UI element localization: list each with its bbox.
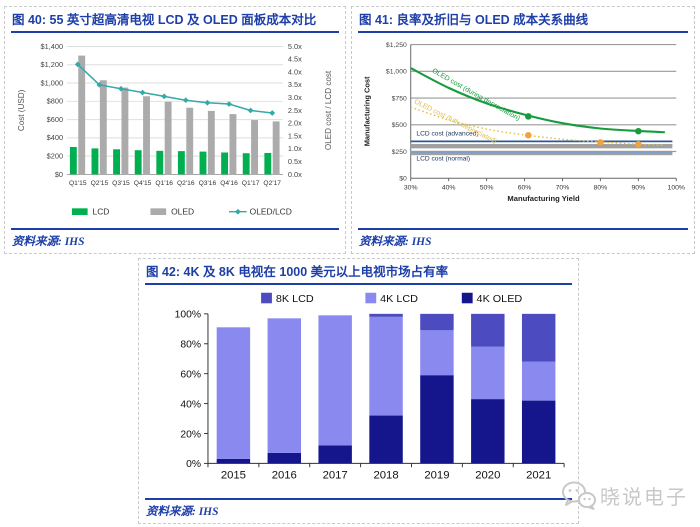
svg-text:Q4'15: Q4'15: [134, 180, 152, 187]
svg-text:60%: 60%: [518, 185, 532, 192]
svg-text:2.0x: 2.0x: [288, 119, 302, 128]
svg-text:50%: 50%: [480, 185, 494, 192]
svg-text:Q2'17: Q2'17: [263, 180, 281, 187]
svg-text:OLED/LCD: OLED/LCD: [250, 207, 292, 217]
svg-text:LCD cost (advanced): LCD cost (advanced): [416, 131, 478, 138]
svg-text:3.5x: 3.5x: [288, 80, 302, 89]
figure-42-title: 图 42: 4K 及 8K 电视在 1000 美元以上电视市场占有率: [145, 259, 572, 285]
tv-market-share-stacked-chart: 8K LCD 4K LCD 4K OLED 0% 20% 40% 60% 80% 100% 201…: [175, 292, 565, 482]
svg-text:$250: $250: [392, 149, 407, 156]
figure-42-source: 资料来源: IHS: [145, 498, 572, 523]
svg-text:4.0x: 4.0x: [288, 68, 302, 77]
svg-text:Q1'17: Q1'17: [242, 180, 260, 187]
figure-41-source: 资料来源: IHS: [358, 228, 688, 253]
svg-text:2019: 2019: [424, 470, 449, 482]
svg-text:$600: $600: [47, 115, 63, 124]
watermark: 晓说电子: [560, 479, 688, 511]
figure-42: 图 42: 4K 及 8K 电视在 1000 美元以上电视市场占有率 8K LC…: [138, 258, 579, 524]
svg-text:5.0x: 5.0x: [288, 42, 302, 51]
svg-text:100%: 100%: [668, 185, 685, 192]
svg-text:2.5x: 2.5x: [288, 106, 302, 115]
svg-text:OLED cost / LCD cost: OLED cost / LCD cost: [324, 70, 333, 150]
svg-text:$0: $0: [55, 170, 63, 179]
svg-text:Manufacturing Cost: Manufacturing Cost: [363, 76, 372, 146]
svg-text:0%: 0%: [186, 459, 201, 470]
svg-text:40%: 40%: [180, 400, 201, 411]
svg-text:2018: 2018: [373, 470, 398, 482]
lcd-oled-panel-cost-chart: $0 $200 $400 $600 $800 $1,000 $1,200 $1,400 0.0x…: [17, 42, 334, 217]
svg-text:$200: $200: [47, 152, 63, 161]
svg-text:0.0x: 0.0x: [288, 170, 302, 179]
svg-text:$1,200: $1,200: [41, 60, 63, 69]
svg-text:$800: $800: [47, 97, 63, 106]
svg-text:30%: 30%: [404, 185, 418, 192]
svg-text:Q3'15: Q3'15: [112, 180, 130, 187]
svg-text:4.5x: 4.5x: [288, 55, 302, 64]
figure-41-title: 图 41: 良率及折旧与 OLED 成本关系曲线: [358, 7, 688, 33]
svg-text:$750: $750: [392, 95, 407, 102]
svg-text:2021: 2021: [526, 470, 551, 482]
figure-41: 图 41: 良率及折旧与 OLED 成本关系曲线 $0 $250 $500 $750 $…: [351, 6, 695, 254]
svg-text:90%: 90%: [632, 185, 646, 192]
svg-text:2020: 2020: [475, 470, 500, 482]
svg-text:4K OLED: 4K OLED: [477, 293, 523, 305]
svg-text:20%: 20%: [180, 429, 201, 440]
wechat-icon: [562, 481, 596, 510]
figure-40-source: 资料来源: IHS: [11, 228, 339, 253]
svg-text:Q2'16: Q2'16: [177, 180, 195, 187]
svg-text:3.0x: 3.0x: [288, 93, 302, 102]
svg-text:80%: 80%: [594, 185, 608, 192]
svg-text:OLED cost (fully depreciated): OLED cost (fully depreciated): [413, 98, 498, 145]
svg-text:0.5x: 0.5x: [288, 157, 302, 166]
svg-text:1.5x: 1.5x: [288, 132, 302, 141]
svg-text:60%: 60%: [180, 370, 201, 381]
figure-42-chart-area: 8K LCD 4K LCD 4K OLED 0% 20% 40% 60% 80% 100% 201…: [145, 285, 572, 498]
svg-text:4K LCD: 4K LCD: [380, 293, 418, 305]
figure-40-title: 图 40: 55 英寸超高清电视 LCD 及 OLED 面板成本对比: [11, 7, 339, 33]
svg-text:OLED: OLED: [171, 207, 194, 217]
svg-text:Q4'16: Q4'16: [220, 180, 238, 187]
svg-text:$0: $0: [399, 176, 407, 183]
svg-text:70%: 70%: [556, 185, 570, 192]
svg-text:Q1'15: Q1'15: [69, 180, 87, 187]
svg-text:$1,000: $1,000: [386, 69, 407, 76]
svg-text:100%: 100%: [175, 310, 201, 321]
svg-text:40%: 40%: [442, 185, 456, 192]
svg-text:2017: 2017: [323, 470, 348, 482]
figure-40-chart-area: $0 $200 $400 $600 $800 $1,000 $1,200 $1,400 0.0x…: [11, 33, 339, 228]
svg-text:LCD: LCD: [93, 207, 110, 217]
watermark-text: 晓说电子: [600, 486, 688, 509]
svg-text:LCD cost (normal): LCD cost (normal): [416, 155, 470, 162]
figure-41-chart-area: $0 $250 $500 $750 $1,000 $1,250 30% 40% 50% 60% 70…: [358, 33, 688, 228]
svg-text:Cost (USD): Cost (USD): [17, 89, 26, 131]
svg-text:$1,400: $1,400: [41, 42, 63, 51]
svg-text:$500: $500: [392, 122, 407, 129]
svg-text:2016: 2016: [272, 470, 297, 482]
svg-text:$1,000: $1,000: [41, 79, 63, 88]
svg-text:$1,250: $1,250: [386, 42, 407, 49]
svg-text:$400: $400: [47, 133, 63, 142]
figure-40: 图 40: 55 英寸超高清电视 LCD 及 OLED 面板成本对比 $0 $20…: [4, 6, 346, 254]
svg-text:1.0x: 1.0x: [288, 144, 302, 153]
svg-text:2015: 2015: [221, 470, 246, 482]
svg-text:Q3'16: Q3'16: [199, 180, 217, 187]
svg-text:80%: 80%: [180, 340, 201, 351]
svg-text:Q1'16: Q1'16: [155, 180, 173, 187]
svg-text:Q2'15: Q2'15: [91, 180, 109, 187]
svg-text:8K LCD: 8K LCD: [276, 293, 314, 305]
yield-depreciation-cost-chart: $0 $250 $500 $750 $1,000 $1,250 30% 40% 50% 60% 70…: [363, 42, 685, 203]
svg-text:Manufacturing Yield: Manufacturing Yield: [507, 194, 580, 203]
